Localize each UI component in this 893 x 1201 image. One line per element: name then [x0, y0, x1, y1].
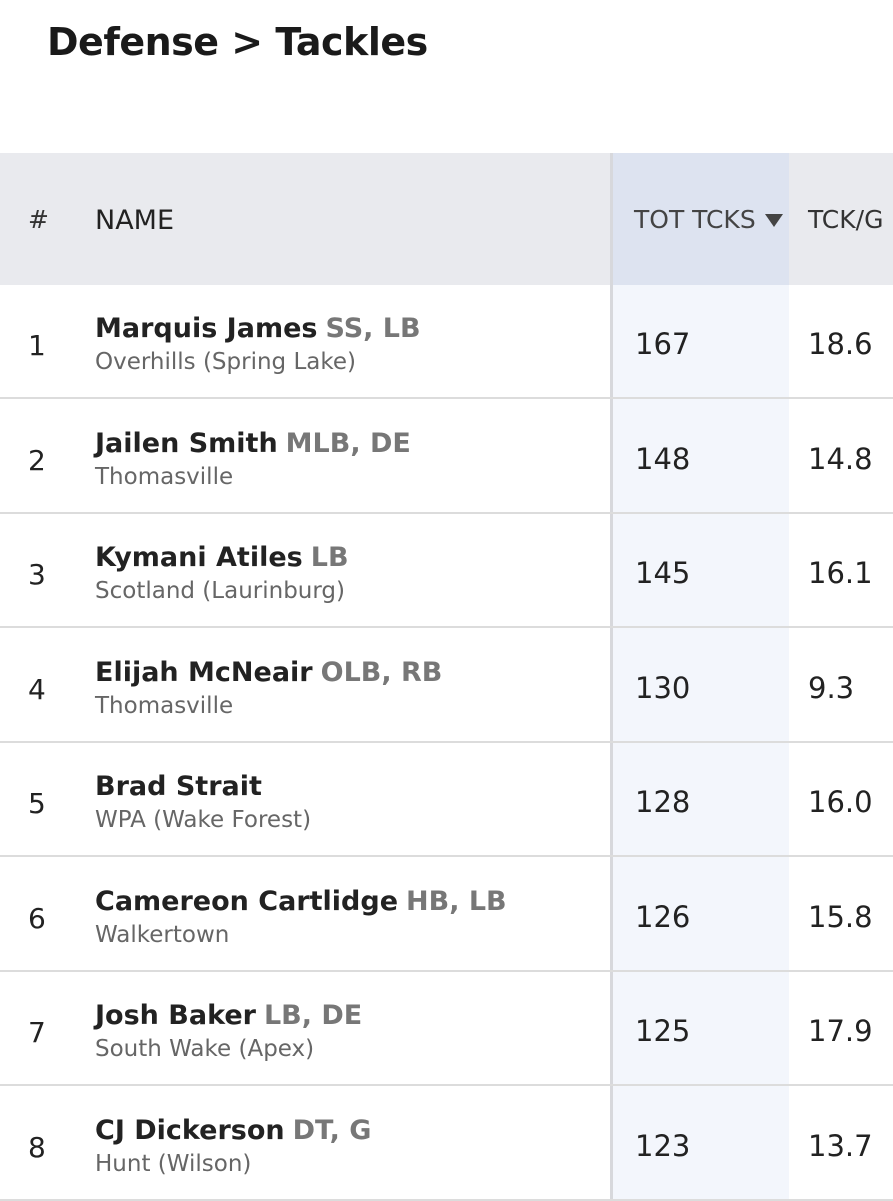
player-positions: DT, G: [292, 1114, 372, 1146]
player-positions: SS, LB: [325, 313, 421, 344]
player-name[interactable]: CJ Dickerson: [95, 1114, 285, 1146]
total-tackles: 126: [635, 899, 691, 934]
tackles-per-game: 9.3: [808, 670, 855, 705]
player-name[interactable]: Kymani Atiles: [95, 542, 303, 573]
rank: 1: [28, 329, 46, 362]
player-name[interactable]: Brad Strait: [95, 771, 262, 802]
tackles-per-game: 18.6: [808, 327, 873, 361]
player-cell: Brad Strait: [95, 771, 262, 802]
school: Walkertown: [95, 921, 230, 948]
tackles-per-game: 15.8: [808, 899, 873, 934]
rank: 8: [28, 1130, 46, 1164]
school: Overhills (Spring Lake): [95, 349, 356, 375]
player-cell: Jailen Smith MLB, DE: [95, 428, 411, 459]
tackles-per-game: 16.0: [808, 785, 873, 819]
player-positions: OLB, RB: [320, 656, 443, 688]
player-positions: LB, DE: [263, 1000, 363, 1031]
player-cell: Camereon Cartlidge HB, LB: [95, 886, 507, 917]
player-cell: Kymani Atiles LB: [95, 542, 349, 573]
table-row[interactable]: 8 CJ Dickerson DT, G Hunt (Wilson) 123 13.7: [0, 1087, 893, 1201]
column-header-text: TOT TCKS: [634, 205, 756, 234]
rank: 3: [28, 558, 46, 591]
player-name[interactable]: Josh Baker: [95, 1000, 256, 1031]
tackles-per-game: 13.7: [808, 1128, 873, 1163]
total-tackles: 130: [635, 670, 691, 705]
table-row[interactable]: 2 Jailen Smith MLB, DE Thomasville 148 14.8: [0, 400, 893, 514]
school: WPA (Wake Forest): [95, 807, 312, 833]
tackles-per-game: 17.9: [808, 1014, 873, 1048]
total-tackles: 167: [635, 327, 691, 361]
rank: 7: [28, 1016, 46, 1049]
total-tackles: 125: [635, 1014, 691, 1048]
sorted-column-bg: [613, 285, 789, 1200]
sorted-column-header-bg: [613, 153, 789, 285]
page-title: Defense > Tackles: [47, 20, 428, 64]
sort-arrow: [764, 214, 783, 227]
total-tackles: 145: [635, 556, 691, 590]
column-header[interactable]: TCK/G: [808, 205, 884, 234]
school: Thomasville: [95, 692, 234, 719]
player-name[interactable]: Jailen Smith: [95, 427, 278, 459]
rank: 5: [28, 787, 46, 820]
tackles-per-game: 16.1: [808, 556, 873, 590]
school: Scotland (Laurinburg): [95, 578, 345, 604]
player-name[interactable]: Marquis James: [95, 313, 318, 344]
player-name[interactable]: Elijah McNeair: [95, 656, 313, 688]
player-name[interactable]: Camereon Cartlidge: [95, 885, 399, 917]
player-positions: LB: [310, 542, 349, 573]
table-row[interactable]: 1 Marquis James SS, LB Overhills (Spring La…: [0, 285, 893, 399]
rank: 6: [28, 901, 46, 935]
player-cell: CJ Dickerson DT, G: [95, 1115, 371, 1146]
school: Thomasville: [95, 463, 234, 490]
total-tackles: 128: [635, 785, 691, 819]
column-header[interactable]: TOT TCKS: [634, 205, 784, 234]
column-header[interactable]: NAME: [95, 205, 175, 236]
rank: 4: [28, 672, 46, 706]
total-tackles: 123: [635, 1128, 691, 1163]
column-divider: [610, 153, 613, 1200]
total-tackles: 148: [635, 441, 691, 476]
school: South Wake (Apex): [95, 1036, 315, 1062]
table-row[interactable]: 7 Josh Baker LB, DE South Wake (Apex) 125 17.…: [0, 972, 893, 1086]
tackles-per-game: 14.8: [808, 441, 873, 476]
player-cell: Josh Baker LB, DE: [95, 1000, 362, 1031]
player-positions: HB, LB: [406, 885, 507, 917]
column-header: #: [28, 205, 49, 234]
table-row[interactable]: 4 Elijah McNeair OLB, RB Thomasville 130 9.3: [0, 629, 893, 743]
table-row[interactable]: 6 Camereon Cartlidge HB, LB Walkertown 126 15…: [0, 858, 893, 972]
player-cell: Marquis James SS, LB: [95, 313, 421, 344]
school: Hunt (Wilson): [95, 1150, 252, 1177]
table-row[interactable]: 5 Brad Strait WPA (Wake Forest) 128 16.0: [0, 743, 893, 857]
rank: 2: [28, 443, 46, 477]
table-row[interactable]: 3 Kymani Atiles LB Scotland (Laurinburg) 145…: [0, 514, 893, 628]
player-positions: MLB, DE: [285, 427, 411, 459]
player-cell: Elijah McNeair OLB, RB: [95, 657, 442, 688]
